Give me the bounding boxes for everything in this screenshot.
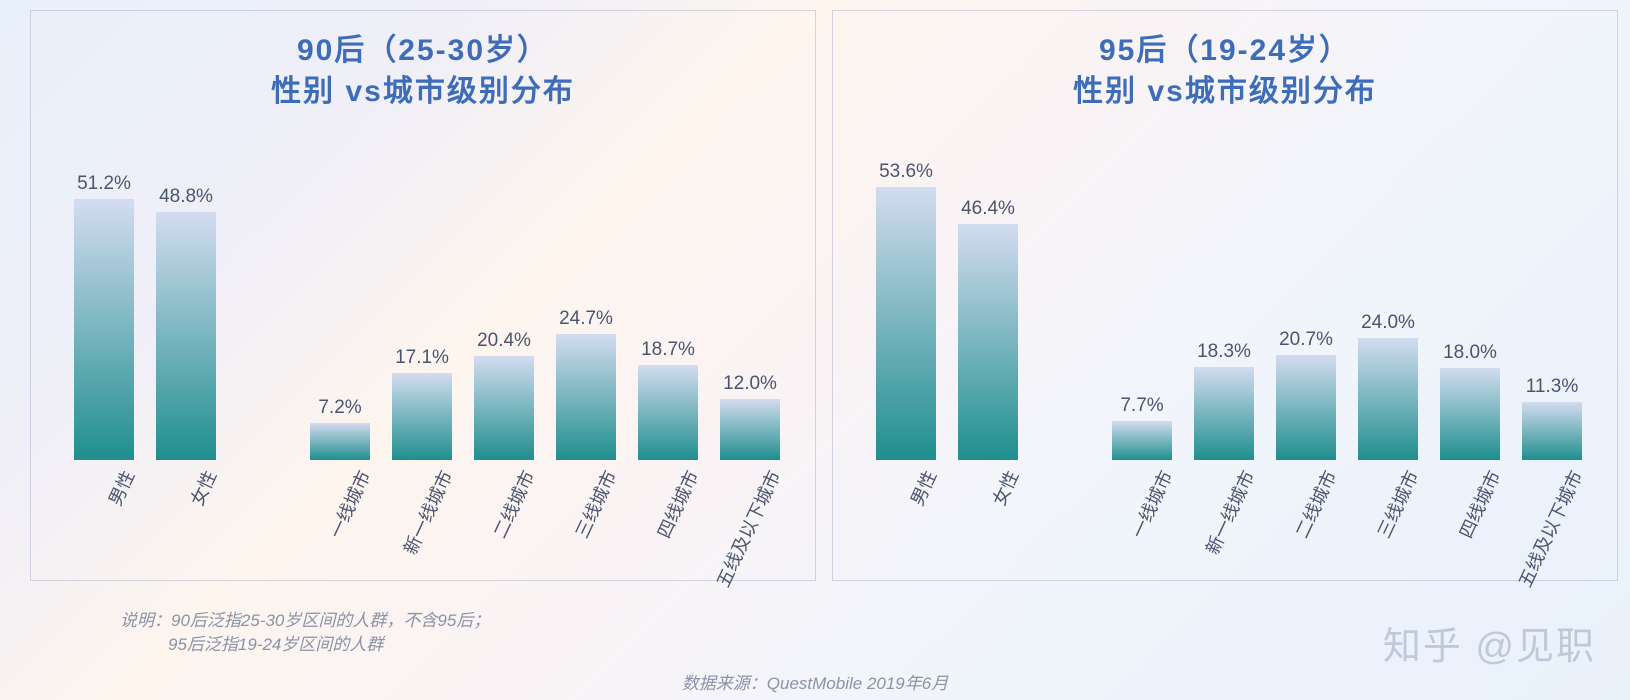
bar-x-label: 一线城市 — [322, 466, 376, 542]
bar-x-label: 三线城市 — [1370, 466, 1424, 542]
bar-x-label: 四线城市 — [1452, 466, 1506, 542]
bar-wrap: 11.3%五线及以下城市 — [1511, 376, 1593, 460]
bar-x-label: 五线及以下城市 — [709, 466, 786, 591]
watermark: 知乎 @见职 — [1383, 615, 1596, 670]
bar-x-label: 男性 — [101, 466, 140, 510]
bar — [310, 423, 370, 460]
bar — [958, 224, 1018, 460]
chart-area: 53.6%男性46.4%女性7.7%一线城市18.3%新一线城市20.7%二线城… — [857, 140, 1593, 570]
bar-value-label: 46.4% — [961, 198, 1015, 220]
bar-wrap: 18.0%四线城市 — [1429, 342, 1511, 460]
panel-title-line1: 90后（25-30岁） — [55, 31, 791, 72]
bar-x-label: 二线城市 — [486, 466, 540, 542]
bar-wrap: 18.7%四线城市 — [627, 339, 709, 460]
bar-value-label: 20.7% — [1279, 329, 1333, 351]
bar — [1358, 338, 1418, 460]
bar — [1522, 402, 1582, 460]
bar-value-label: 24.0% — [1361, 312, 1415, 334]
bar-value-label: 24.7% — [559, 308, 613, 330]
bar-x-label: 五线及以下城市 — [1511, 466, 1588, 591]
bar-wrap: 12.0%五线及以下城市 — [709, 373, 791, 460]
bar-x-label: 三线城市 — [568, 466, 622, 542]
bar — [1112, 421, 1172, 460]
bar-value-label: 51.2% — [77, 173, 131, 195]
bar-wrap: 20.7%二线城市 — [1265, 329, 1347, 460]
bar — [638, 365, 698, 460]
footnotes: 说明：90后泛指25-30岁区间的人群，不含95后；95后泛指19-24岁区间的… — [120, 609, 490, 658]
bar-group-gender: 51.2%男性48.8%女性 — [63, 173, 227, 460]
bar-value-label: 48.8% — [159, 186, 213, 208]
panel-title: 90后（25-30岁）性别 vs城市级别分布 — [55, 31, 791, 112]
bar-x-label: 新一线城市 — [397, 466, 459, 559]
chart-panel: 90后（25-30岁）性别 vs城市级别分布51.2%男性48.8%女性7.2%… — [30, 10, 816, 581]
footnote-line: 95后泛指19-24岁区间的人群 — [120, 633, 490, 658]
bar — [720, 399, 780, 460]
panel-title: 95后（19-24岁）性别 vs城市级别分布 — [857, 31, 1593, 112]
bar — [1440, 368, 1500, 460]
bar — [474, 356, 534, 460]
bar — [392, 373, 452, 460]
bar-group-city: 7.7%一线城市18.3%新一线城市20.7%二线城市24.0%三线城市18.0… — [1101, 312, 1593, 460]
bar-value-label: 7.7% — [1120, 395, 1163, 417]
bar — [1276, 355, 1336, 460]
bar-value-label: 20.4% — [477, 330, 531, 352]
panel-title-line2: 性别 vs城市级别分布 — [55, 72, 791, 113]
bar-value-label: 7.2% — [318, 397, 361, 419]
bar-wrap: 48.8%女性 — [145, 186, 227, 460]
bar-wrap: 20.4%二线城市 — [463, 330, 545, 460]
chart-area: 51.2%男性48.8%女性7.2%一线城市17.1%新一线城市20.4%二线城… — [55, 140, 791, 570]
bar-group-gender: 53.6%男性46.4%女性 — [865, 161, 1029, 460]
panels-row: 90后（25-30岁）性别 vs城市级别分布51.2%男性48.8%女性7.2%… — [0, 0, 1630, 581]
bar-value-label: 18.0% — [1443, 342, 1497, 364]
bar — [74, 199, 134, 460]
panel-title-line1: 95后（19-24岁） — [857, 31, 1593, 72]
bar-group-city: 7.2%一线城市17.1%新一线城市20.4%二线城市24.7%三线城市18.7… — [299, 308, 791, 460]
panel-title-line2: 性别 vs城市级别分布 — [857, 72, 1593, 113]
bar-value-label: 18.7% — [641, 339, 695, 361]
bar-x-label: 一线城市 — [1124, 466, 1178, 542]
bar-value-label: 12.0% — [723, 373, 777, 395]
bar-x-label: 女性 — [183, 466, 222, 510]
bar-value-label: 17.1% — [395, 347, 449, 369]
bar-x-label: 女性 — [985, 466, 1024, 510]
bar-x-label: 四线城市 — [650, 466, 704, 542]
chart-panel: 95后（19-24岁）性别 vs城市级别分布53.6%男性46.4%女性7.7%… — [832, 10, 1618, 581]
bar-value-label: 18.3% — [1197, 341, 1251, 363]
bar-wrap: 24.0%三线城市 — [1347, 312, 1429, 460]
bar-wrap: 18.3%新一线城市 — [1183, 341, 1265, 460]
bar-x-label: 新一线城市 — [1199, 466, 1261, 559]
bar-wrap: 7.7%一线城市 — [1101, 395, 1183, 460]
footnote-line: 说明：90后泛指25-30岁区间的人群，不含95后； — [120, 609, 490, 634]
bar — [876, 187, 936, 460]
bar-value-label: 53.6% — [879, 161, 933, 183]
bar-wrap: 51.2%男性 — [63, 173, 145, 460]
data-source: 数据来源：QuestMobile 2019年6月 — [0, 669, 1630, 694]
bar-x-label: 二线城市 — [1288, 466, 1342, 542]
bar-x-label: 男性 — [903, 466, 942, 510]
bar-wrap: 53.6%男性 — [865, 161, 947, 460]
bar-wrap: 7.2%一线城市 — [299, 397, 381, 460]
bar-wrap: 24.7%三线城市 — [545, 308, 627, 460]
bar — [1194, 367, 1254, 460]
bar — [556, 334, 616, 460]
bar-wrap: 17.1%新一线城市 — [381, 347, 463, 460]
bar-value-label: 11.3% — [1526, 376, 1578, 398]
bar-wrap: 46.4%女性 — [947, 198, 1029, 460]
bar — [156, 212, 216, 460]
